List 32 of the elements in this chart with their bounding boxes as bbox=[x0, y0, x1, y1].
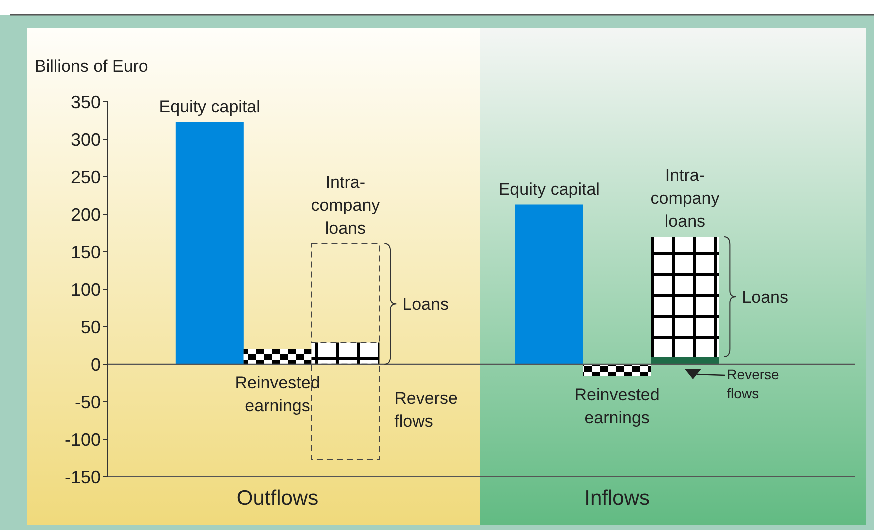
y-tick-label: 50 bbox=[80, 317, 101, 338]
annotation: Loans bbox=[402, 295, 449, 314]
y-tick-label: 150 bbox=[70, 242, 101, 262]
annotation: Equity capital bbox=[159, 97, 260, 116]
bar bbox=[583, 364, 652, 376]
y-tick-label: -150 bbox=[64, 467, 101, 488]
text: Inflows bbox=[584, 487, 650, 510]
bar bbox=[244, 350, 312, 364]
y-tick-label: 200 bbox=[70, 204, 101, 225]
y-tick-label: -50 bbox=[74, 392, 101, 412]
annotation: Reverse flows bbox=[727, 366, 780, 402]
bar bbox=[176, 122, 244, 364]
annotation: Reverse flows bbox=[394, 389, 458, 432]
bar bbox=[651, 237, 720, 357]
bar bbox=[312, 342, 380, 364]
y-tick-label: 0 bbox=[90, 354, 101, 375]
y-tick-label: 350 bbox=[70, 92, 101, 112]
bar bbox=[515, 204, 584, 364]
annotation: Reinvested earnings bbox=[574, 386, 660, 428]
bar bbox=[651, 357, 720, 364]
annotation: Intra-company loans bbox=[311, 172, 381, 238]
annotation: Equity capital bbox=[498, 180, 600, 199]
y-tick-label: 300 bbox=[70, 130, 101, 150]
y-tick-label: 100 bbox=[70, 280, 101, 300]
y-axis-title: Billions of Euro bbox=[35, 57, 148, 76]
y-tick-label: -100 bbox=[64, 430, 101, 450]
y-tick-label: 250 bbox=[70, 167, 101, 188]
bar bbox=[311, 243, 380, 344]
annotation: Loans bbox=[742, 288, 789, 307]
annotation: Reinvested earnings bbox=[235, 374, 320, 416]
annotation: Intra-company loans bbox=[650, 166, 720, 231]
text: Outflows bbox=[236, 487, 319, 510]
